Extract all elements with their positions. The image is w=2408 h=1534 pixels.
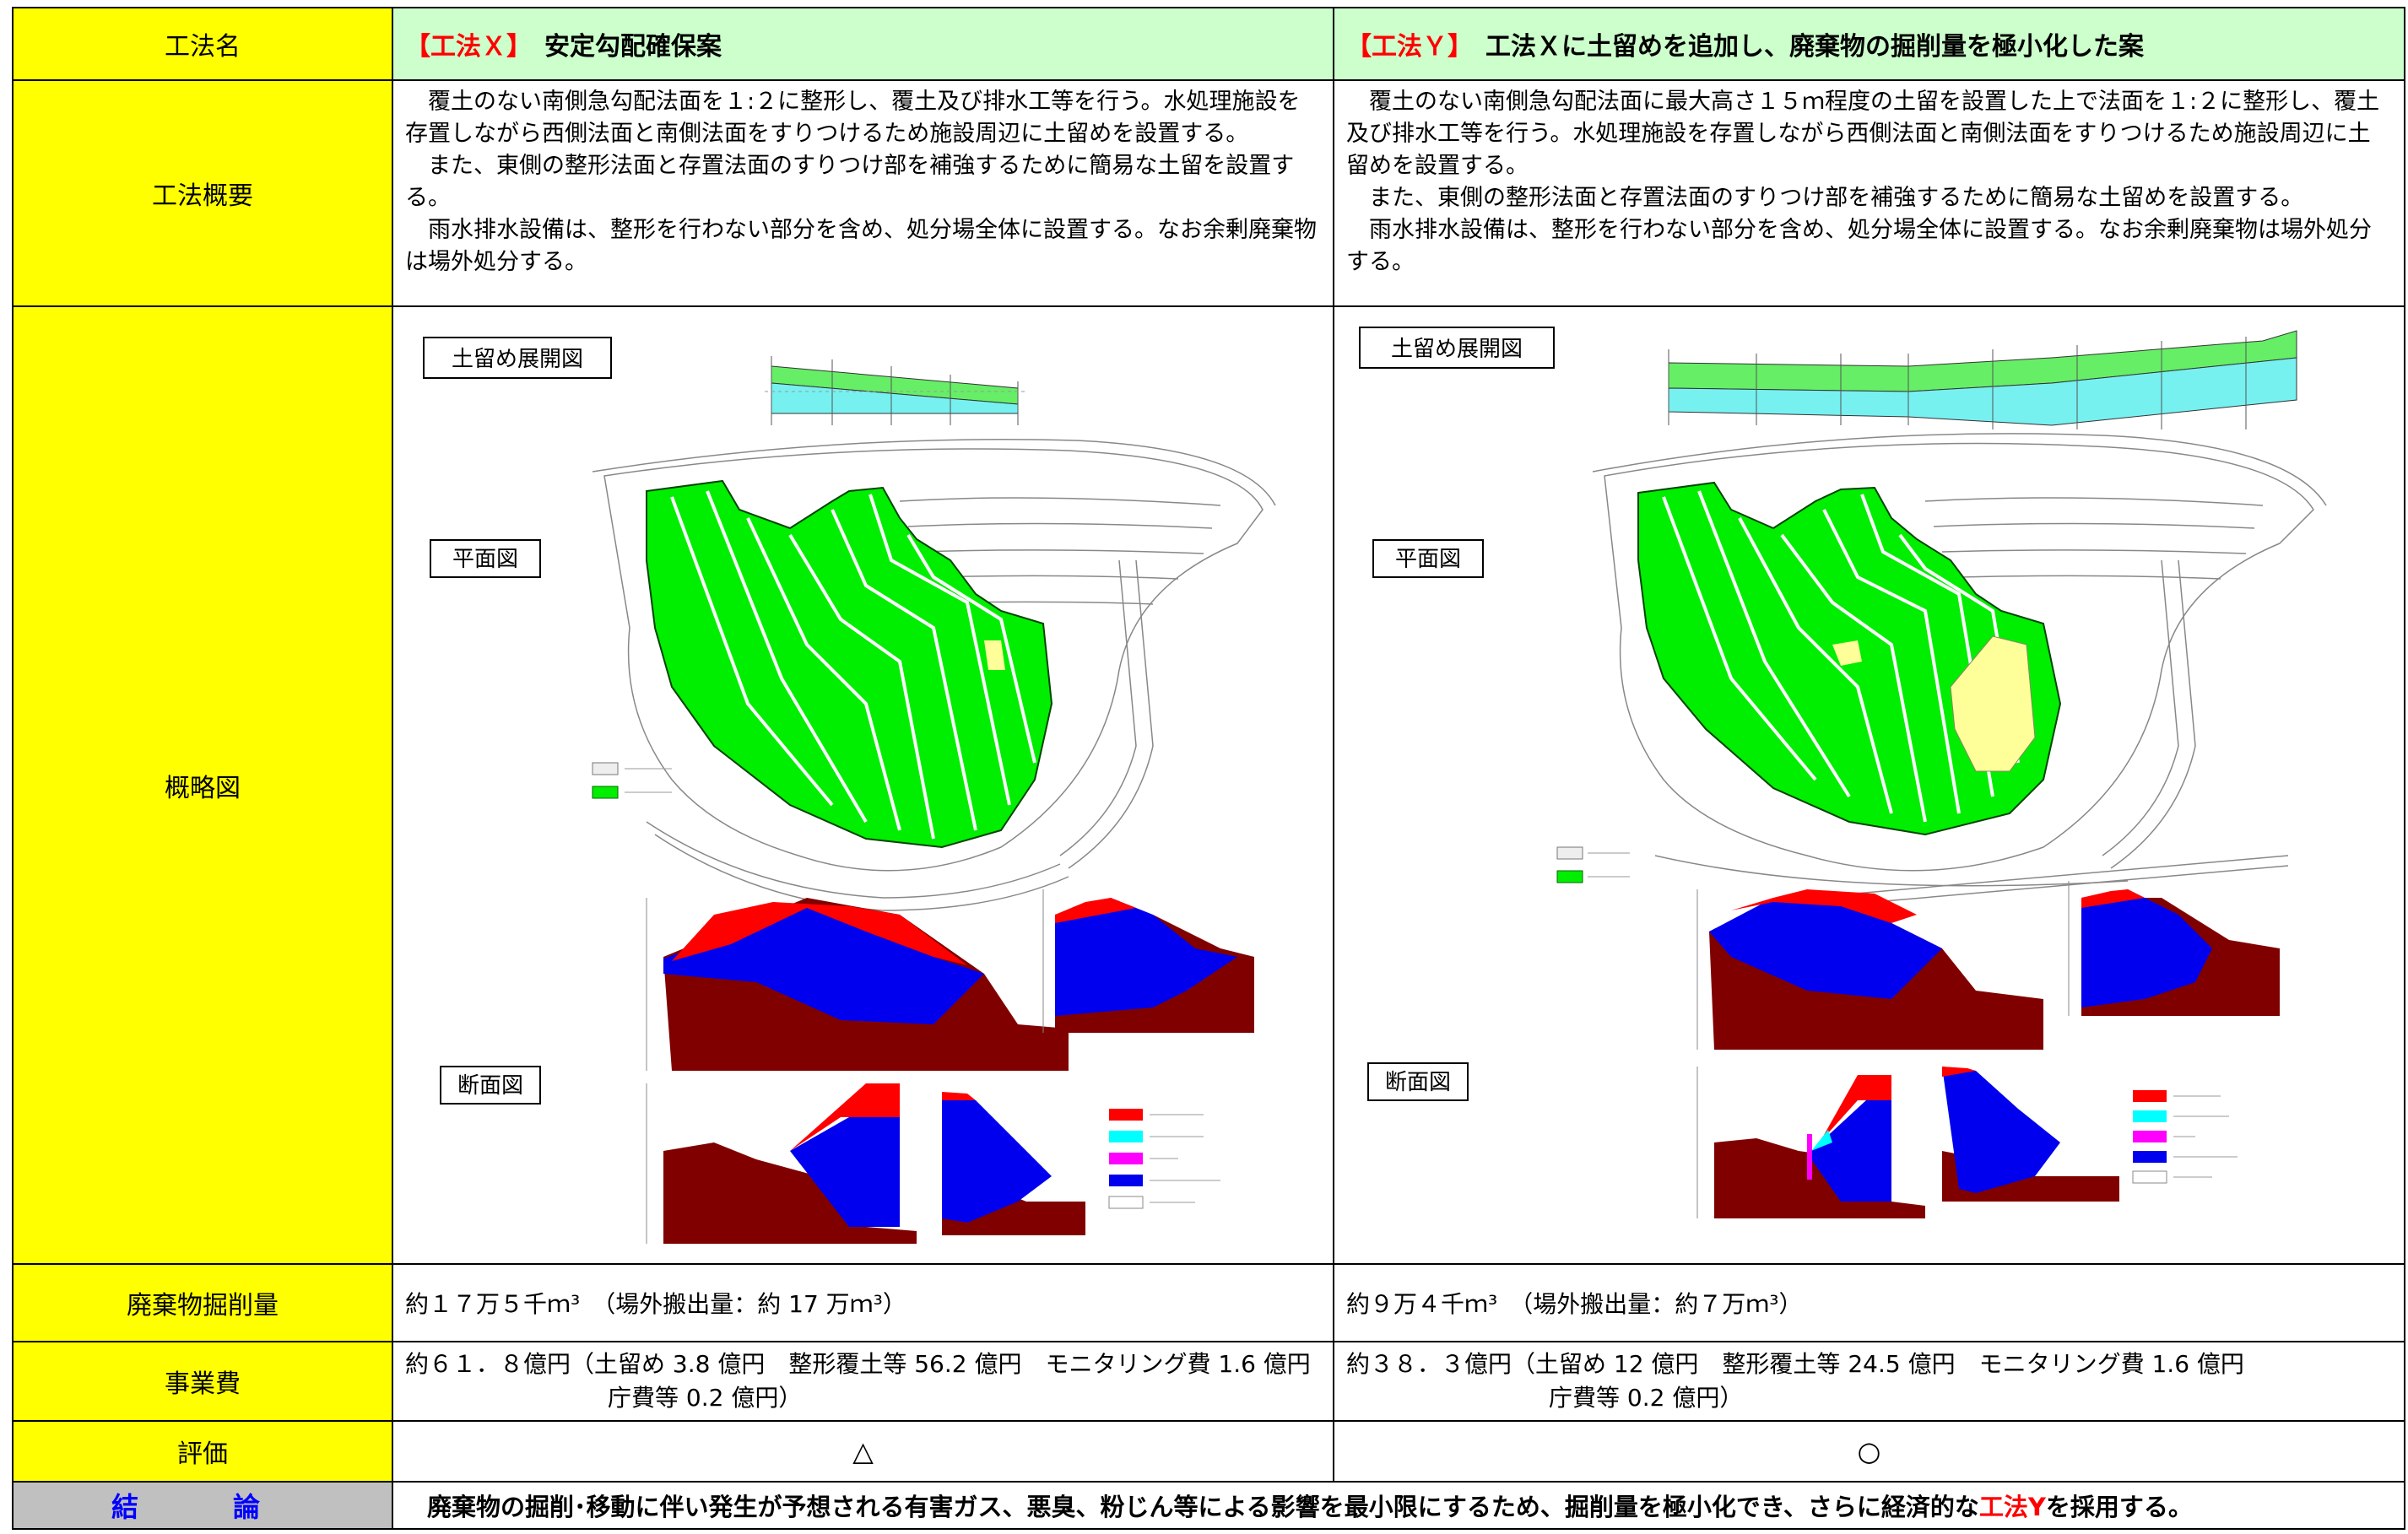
svg-text:断面図: 断面図 (457, 1073, 523, 1099)
method-x-shaping-area (646, 479, 1053, 849)
method-x-plan-outline (592, 439, 1276, 911)
method-x-plan-legend (592, 762, 672, 799)
method-x-cost-line-1: 約６１．８億円（土留め 3.8 億円 整形覆土等 56.2 億円 モニタリング費… (405, 1350, 1311, 1378)
method-y-title-text: 工法Ｘに土留めを追加し、廃棄物の掘削量を極小化した案 (1460, 32, 2144, 62)
method-y-excavation: 約９万４千ｍ³ （場外搬出量：約７万ｍ³） (1333, 1263, 2405, 1342)
method-y-desc-3: 雨水排水設備は、整形を行わない部分を含め、処分場全体に設置する。なお余剰廃棄物は… (1346, 217, 2372, 275)
svg-text:平面図: 平面図 (452, 547, 518, 572)
method-x-evaluation: △ (392, 1420, 1334, 1483)
svg-text:断面図: 断面図 (1385, 1070, 1451, 1095)
method-x-cost: 約６１．８億円（土留め 3.8 億円 整形覆土等 56.2 億円 モニタリング費… (392, 1341, 1334, 1422)
method-y-mark: 【工法Ｙ】 (1346, 32, 1460, 62)
method-y-cost-line-2: 庁費等 0.2 億円） (1549, 1384, 1744, 1412)
svg-text:土留め展開図: 土留め展開図 (452, 347, 583, 372)
method-x-excavation: 約１７万５千ｍ³ （場外搬出量：約 17 万ｍ³） (392, 1263, 1334, 1342)
method-x-desc-1: 覆土のない南側急勾配法面を１:２に整形し、覆土及び排水工等を行う。水処理施設を存… (405, 89, 1301, 147)
method-x-title-text: 安定勾配確保案 (519, 32, 722, 62)
method-y-title: 【工法Ｙ】 工法Ｘに土留めを追加し、廃棄物の掘削量を極小化した案 (1333, 7, 2405, 81)
method-x-drawing: 土留め展開図 平面図 断面図 (423, 337, 1276, 1244)
svg-text:平面図: 平面図 (1395, 547, 1461, 572)
method-y-diagram: 土留め展開図 平面図 断面図 (1333, 305, 2405, 1265)
method-y-plan-legend (1556, 846, 1630, 883)
row-header-cost: 事業費 (12, 1341, 393, 1422)
method-y-label-plan: 平面図 (1372, 539, 1484, 578)
method-y-section-upper-left (1696, 889, 2043, 1050)
method-x-mark: 【工法Ｘ】 (405, 32, 519, 62)
row-header-conclusion: 結 論 (12, 1481, 393, 1530)
method-x-section-upper-right (1042, 889, 1254, 1033)
method-x-desc-3: 雨水排水設備は、整形を行わない部分を含め、処分場全体に設置する。なお余剰廃棄物は… (405, 217, 1317, 275)
row-header-method-name: 工法名 (12, 7, 393, 81)
method-y-section-legend (2132, 1090, 2238, 1184)
comparison-table: 工法名 【工法Ｘ】 安定勾配確保案 【工法Ｙ】 工法Ｘに土留めを追加し、廃棄物の… (12, 7, 2405, 1530)
method-x-section-legend (1108, 1109, 1220, 1209)
method-y-cost: 約３８．３億円（土留め 12 億円 整形覆土等 24.5 億円 モニタリング費 … (1333, 1341, 2405, 1422)
method-y-section-lower-right (1942, 1067, 2119, 1202)
method-x-title: 【工法Ｘ】 安定勾配確保案 (392, 7, 1334, 81)
row-header-overview: 工法概要 (12, 79, 393, 307)
method-x-cost-line-2: 庁費等 0.2 億円） (608, 1384, 803, 1412)
conclusion-tail: を採用する。 (2045, 1493, 2193, 1521)
method-y-section-lower-left (1696, 1067, 1925, 1218)
conclusion-highlight: 工法Y (1978, 1493, 2046, 1521)
method-x-label-section: 断面図 (440, 1066, 541, 1105)
svg-text:土留め展開図: 土留め展開図 (1391, 337, 1523, 362)
row-header-evaluation: 評価 (12, 1420, 393, 1483)
row-header-excavation: 廃棄物掘削量 (12, 1263, 393, 1342)
method-y-desc-2: また、東側の整形法面と存置法面のすりつけ部を補強するために簡易な土留めを設置する… (1369, 185, 2304, 211)
method-y-overview: 覆土のない南側急勾配法面に最大高さ１５ｍ程度の土留を設置した上で法面を１:２に整… (1333, 79, 2405, 307)
method-y-label-expand: 土留め展開図 (1359, 327, 1555, 369)
conclusion-body: 廃棄物の掘削･移動に伴い発生が予想される有害ガス、悪臭、粉じん等による影響を最小… (427, 1493, 1979, 1521)
method-y-desc-1: 覆土のない南側急勾配法面に最大高さ１５ｍ程度の土留を設置した上で法面を１:２に整… (1346, 89, 2380, 179)
method-y-shaping-area (1637, 481, 2062, 836)
method-y-cost-line-1: 約３８．３億円（土留め 12 億円 整形覆土等 24.5 億円 モニタリング費 … (1346, 1350, 2244, 1378)
method-y-expansion-diagram (1668, 330, 2297, 429)
method-x-overview: 覆土のない南側急勾配法面を１:２に整形し、覆土及び排水工等を行う。水処理施設を存… (392, 79, 1334, 307)
method-x-label-expand: 土留め展開図 (423, 337, 612, 379)
method-x-diagram: 土留め展開図 平面図 断面図 (392, 305, 1334, 1265)
method-y-section-upper-right (2068, 881, 2280, 1016)
method-x-desc-2: また、東側の整形法面と存置法面のすりつけ部を補強するために簡易な土留を設置する。 (405, 153, 1295, 211)
row-header-diagram: 概略図 (12, 305, 393, 1265)
method-x-expansion-diagram (765, 356, 1025, 425)
method-y-plan-outline (1592, 433, 2327, 909)
method-y-label-section: 断面図 (1367, 1062, 1469, 1101)
method-x-section-upper-left (646, 898, 1069, 1071)
method-y-evaluation: ○ (1333, 1420, 2405, 1483)
conclusion-text: 廃棄物の掘削･移動に伴い発生が予想される有害ガス、悪臭、粉じん等による影響を最小… (392, 1481, 2405, 1530)
method-y-drawing: 土留め展開図 平面図 断面図 (1359, 327, 2327, 1218)
method-x-section-lower-left (646, 1083, 917, 1244)
method-x-label-plan: 平面図 (430, 539, 541, 578)
method-x-section-lower-right (942, 1092, 1085, 1235)
